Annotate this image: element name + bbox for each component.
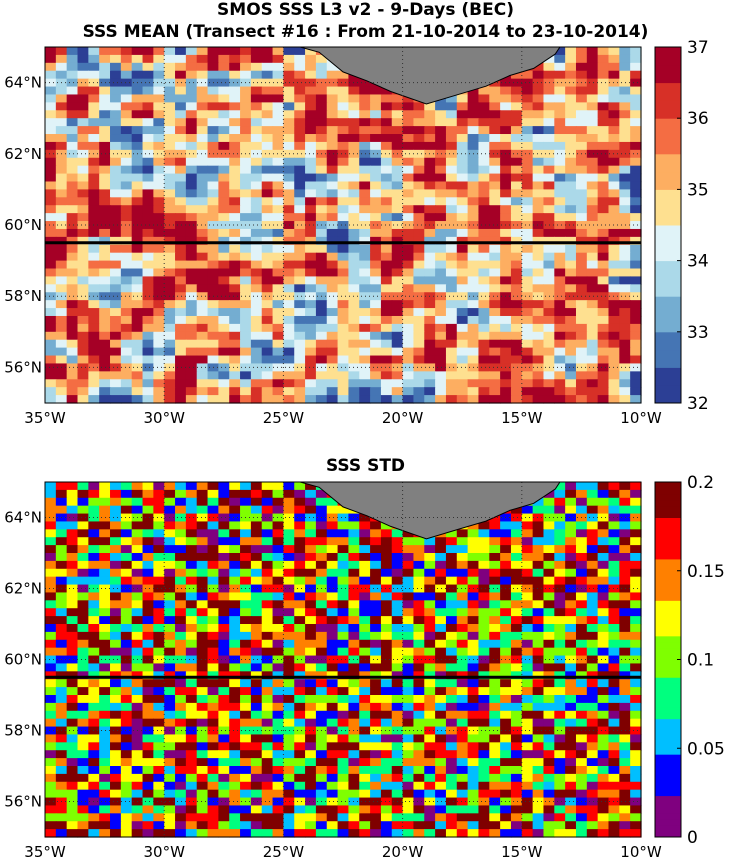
lon-tick-label: 35°W	[24, 843, 66, 861]
top-title-line2: SSS MEAN (Transect #16 : From 21-10-2014…	[82, 22, 649, 42]
colorbar-tick-label: 0.2	[687, 473, 714, 493]
map-frame	[44, 46, 642, 404]
lat-tick-label: 56°N	[4, 793, 42, 811]
colorbar: 37 36 35 34 33 32	[654, 38, 709, 414]
lat-tick-label: 58°N	[4, 287, 42, 305]
colorbar-tick-label: 34	[687, 252, 709, 272]
lon-tick-label: 10°W	[620, 843, 662, 861]
lat-tick-label: 60°N	[4, 216, 42, 234]
lat-tick-label: 64°N	[4, 74, 42, 92]
top-title-line1: SMOS SSS L3 v2 - 9-Days (BEC)	[217, 0, 514, 20]
colorbar-tick-label: 35	[687, 180, 709, 200]
iceland-land	[299, 46, 561, 105]
lon-tick-label: 30°W	[143, 409, 185, 427]
lon-tick-label: 20°W	[382, 409, 424, 427]
colorbar-tick-label: 0.1	[687, 651, 714, 671]
bottom-title: SSS STD	[325, 456, 406, 476]
map-frame	[44, 481, 642, 838]
lon-tick-label: 20°W	[382, 843, 424, 861]
lat-tick-label: 62°N	[4, 580, 42, 598]
colorbar: 0.2 0.15 0.1 0.05 0	[654, 473, 725, 848]
colorbar-tick-label: 32	[687, 394, 709, 414]
graticule	[45, 47, 641, 403]
lon-tick-label: 25°W	[263, 409, 305, 427]
lat-tick-label: 58°N	[4, 722, 42, 740]
data-grid	[45, 482, 642, 838]
lon-tick-label: 35°W	[24, 409, 66, 427]
lon-tick-label: 15°W	[501, 409, 543, 427]
lon-tick-label: 30°W	[143, 843, 185, 861]
data-grid	[45, 47, 642, 404]
colorbar-tick-label: 0	[687, 828, 698, 848]
lon-tick-label: 25°W	[263, 843, 305, 861]
lon-tick-label: 10°W	[620, 409, 662, 427]
sss-mean-map-panel: 64°N 62°N 60°N 58°N 56°N 35°W 30°W 25°W 20°W 15°W…	[4, 38, 709, 427]
lat-tick-label: 64°N	[4, 509, 42, 527]
graticule	[45, 482, 641, 837]
colorbar-tick-label: 0.05	[687, 739, 725, 759]
lat-tick-label: 56°N	[4, 358, 42, 376]
lat-tick-label: 62°N	[4, 145, 42, 163]
colorbar-tick-label: 0.15	[687, 562, 725, 582]
lat-tick-label: 60°N	[4, 651, 42, 669]
lon-tick-label: 15°W	[501, 843, 543, 861]
colorbar-tick-label: 36	[687, 109, 709, 129]
iceland-land	[299, 481, 561, 540]
sss-std-map-panel: 64°N 62°N 60°N 58°N 56°N 35°W 30°W 25°W 20°W 15°W…	[4, 473, 725, 861]
colorbar-tick-label: 33	[687, 323, 709, 343]
colorbar-tick-label: 37	[687, 38, 709, 58]
